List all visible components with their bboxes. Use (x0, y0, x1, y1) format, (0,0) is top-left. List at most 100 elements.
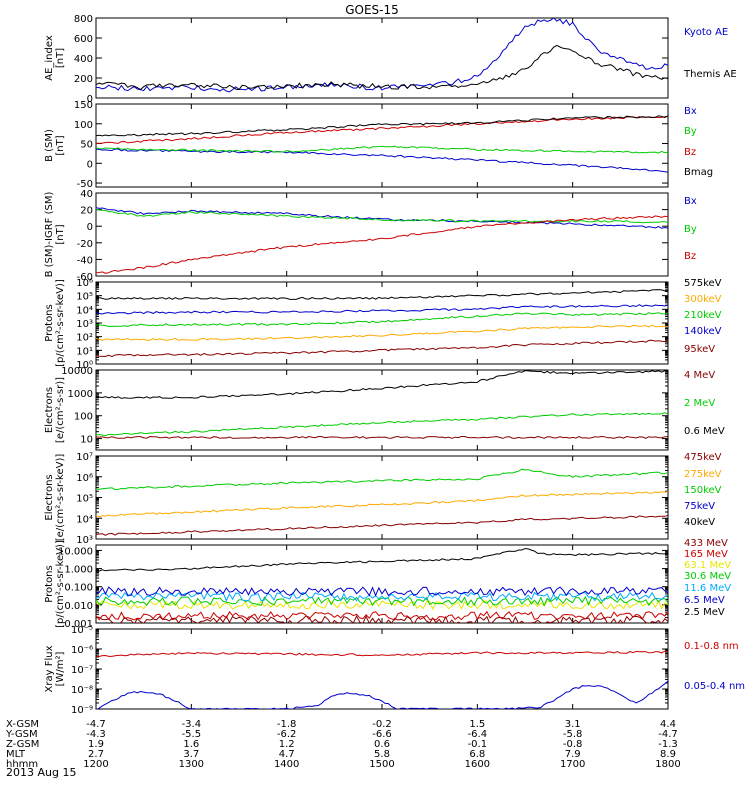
series-line-475kev (96, 514, 668, 536)
panel-bigrf: -60 -40 -20 0 20 40 B (SM)-IGRF (SM)[nT] Bx By Bz (44, 189, 697, 283)
y-tick-label: 10¹ (76, 346, 93, 357)
series-line-0-05-0-4-nm (96, 680, 668, 709)
y-tick-label: 10 (80, 435, 93, 446)
series-line-165-mev (96, 610, 668, 621)
date-label: 2013 Aug 15 (6, 766, 76, 779)
y-axis-label-line: [nT] (55, 224, 66, 244)
panel-frame (95, 103, 669, 188)
legend-entry: 433 MeV (684, 538, 728, 549)
x-axis-value: 1400 (274, 759, 299, 770)
y-tick-label: 800 (74, 14, 93, 25)
series-line-140kev (96, 304, 668, 315)
series-line-11-6-mev (96, 591, 668, 602)
x-axis-row-label: hhmm (6, 759, 38, 770)
y-axis-label-line: [nT] (55, 48, 66, 68)
series-line-2-mev (96, 412, 668, 437)
y-tick-label: -20 (77, 239, 93, 250)
legend-entry: 300keV (684, 294, 722, 305)
y-tick-label: 0.100 (64, 583, 93, 594)
series-line-0-1-0-8-nm (96, 650, 668, 658)
y-tick-label: 10⁴ (76, 514, 93, 525)
x-axis-value: -3.4 (182, 719, 202, 730)
y-axis-label: Protons[p/(cm²-s-sr-keV)] (44, 279, 66, 367)
series-lines (96, 468, 668, 536)
panel-frame (95, 544, 669, 624)
y-tick-label: 100 (74, 120, 93, 131)
panel-protons_hi: 10⁰ 10¹ 10² 10³ 10⁴ 10⁵ 10⁶ Protons[p/(cm²-s-sr… (44, 278, 722, 371)
y-axis-label: Electrons[e/(cm²-s-sr-keV)] (44, 454, 66, 542)
legend-entry: Bz (684, 251, 696, 262)
legend-entry: 2.5 MeV (684, 607, 725, 618)
y-tick-label: 10⁶ (76, 278, 93, 289)
x-axis-value: -6.4 (468, 729, 488, 740)
x-axis-value: -4.7 (658, 729, 678, 740)
y-axis-label: B (SM)[nT] (44, 129, 66, 162)
y-tick-label: -60 (77, 272, 93, 283)
x-axis-value: -0.8 (563, 739, 583, 750)
legend-entry: 575keV (684, 278, 722, 289)
panel-bsm: -50 0 50 100 150 B (SM)[nT] Bx By Bz Bmag (44, 100, 713, 190)
series-line-bx (96, 148, 668, 173)
y-tick-label: 10⁰ (76, 360, 93, 371)
x-axis-value: 6.8 (469, 749, 485, 760)
x-axis-value: 0.6 (374, 739, 390, 750)
y-tick-label: 10² (76, 333, 93, 344)
x-axis-value: 1.6 (183, 739, 199, 750)
panel-protons_mev: 0.001 0.010 0.100 1.000 10.000Protons[p/(cm²… (44, 538, 731, 630)
y-axis-label-line: Electrons (44, 387, 55, 433)
series-line-bz (96, 115, 668, 144)
legend-entry: 11.6 MeV (684, 583, 731, 594)
x-axis-value: 1.2 (279, 739, 295, 750)
legend-entry: 210keV (684, 310, 722, 321)
y-tick-label: 150 (74, 100, 93, 111)
panel-frame (95, 17, 669, 99)
x-axis-value: 1600 (465, 759, 490, 770)
y-tick-label: 1000 (68, 389, 93, 400)
series-line-by (96, 145, 668, 154)
series-line-300kev (96, 324, 668, 341)
x-axis-value: 1.9 (88, 739, 104, 750)
y-tick-label: 10⁵ (76, 494, 93, 505)
y-axis-label: B (SM)-IGRF (SM)[nT] (44, 192, 66, 278)
y-tick-label: 0 (87, 222, 93, 233)
series-line-6-5-mev (96, 586, 668, 597)
legend-entry: Bz (684, 147, 696, 158)
legend-entry: 275keV (684, 469, 722, 480)
y-axis-label-line: B (SM) (44, 129, 55, 162)
series-line-bmag (96, 115, 668, 137)
x-axis-row-label: X-GSM (6, 719, 39, 730)
y-tick-label: 1.000 (64, 565, 93, 576)
y-axis-label-line: [nT] (55, 135, 66, 155)
y-tick-label: 10⁻⁷ (71, 665, 93, 676)
legend-entry: 75keV (684, 501, 715, 512)
plot-title: GOES-15 (345, 3, 399, 17)
y-tick-label: 20 (80, 206, 93, 217)
series-line-575kev (96, 289, 668, 300)
series-line-0-6-mev (96, 370, 668, 399)
series-line-95kev (96, 339, 668, 358)
series-line-210kev (96, 312, 668, 327)
y-axis-label: Xray Flux[W/m²] (44, 645, 66, 692)
x-axis-value: 1800 (655, 759, 680, 770)
y-tick-label: 0.010 (64, 601, 93, 612)
y-tick-label: -40 (77, 255, 93, 266)
y-tick-label: 10⁻⁸ (71, 685, 93, 696)
series-line-63-1-mev (96, 599, 668, 611)
legend-entry: 95keV (684, 344, 715, 355)
legend-entry: Bx (684, 106, 697, 117)
y-tick-label: 10⁻⁶ (71, 645, 93, 656)
y-axis-label-line: [p/(cm²-s-sr-keV)] (55, 279, 66, 367)
y-tick-label: 0 (87, 94, 93, 105)
legend-entry: 0.6 MeV (684, 426, 725, 437)
y-tick-label: 50 (80, 140, 93, 151)
series-line-themis-ae (96, 44, 668, 91)
series-lines (96, 370, 668, 439)
y-tick-label: 10⁷ (76, 452, 93, 463)
series-lines (96, 18, 668, 93)
x-axis-value: 2.7 (88, 749, 104, 760)
legend-entry: 0.05-0.4 nm (684, 681, 745, 692)
panel-frame (95, 281, 669, 365)
x-axis-row-label: MLT (6, 749, 26, 760)
y-axis-label-line: Xray Flux (44, 645, 55, 692)
